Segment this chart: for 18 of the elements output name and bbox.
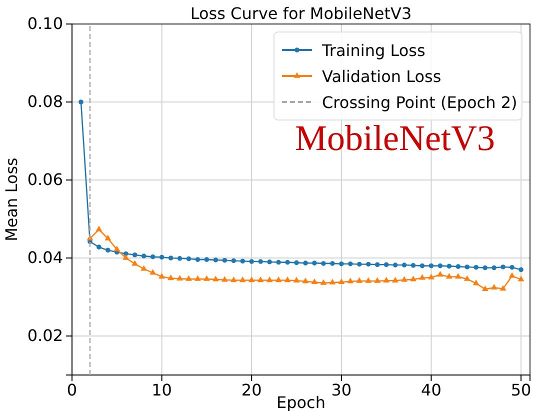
legend-label: Training Loss <box>321 41 426 60</box>
y-tick-label: 0.08 <box>27 92 63 112</box>
x-tick-label: 30 <box>331 380 352 400</box>
x-tick-label: 40 <box>421 380 442 400</box>
legend-label: Validation Loss <box>322 67 442 86</box>
x-tick-label: 0 <box>66 380 78 400</box>
x-tick-label: 20 <box>241 380 262 400</box>
x-axis-title: Epoch <box>276 393 326 411</box>
y-tick-label: 0.04 <box>27 248 63 268</box>
y-tick-label: 0.10 <box>27 14 63 34</box>
y-tick-label: 0.02 <box>27 326 63 346</box>
annotation: MobileNetV3 <box>295 118 495 158</box>
x-tick-label: 50 <box>510 380 532 400</box>
x-tick-label: 10 <box>152 380 172 400</box>
y-tick-label: 0.06 <box>27 170 63 190</box>
chart-title: Loss Curve for MobileNetV3 <box>190 4 412 23</box>
legend-label: Crossing Point (Epoch 2) <box>322 93 518 112</box>
y-axis-title: Mean Loss <box>2 158 21 242</box>
